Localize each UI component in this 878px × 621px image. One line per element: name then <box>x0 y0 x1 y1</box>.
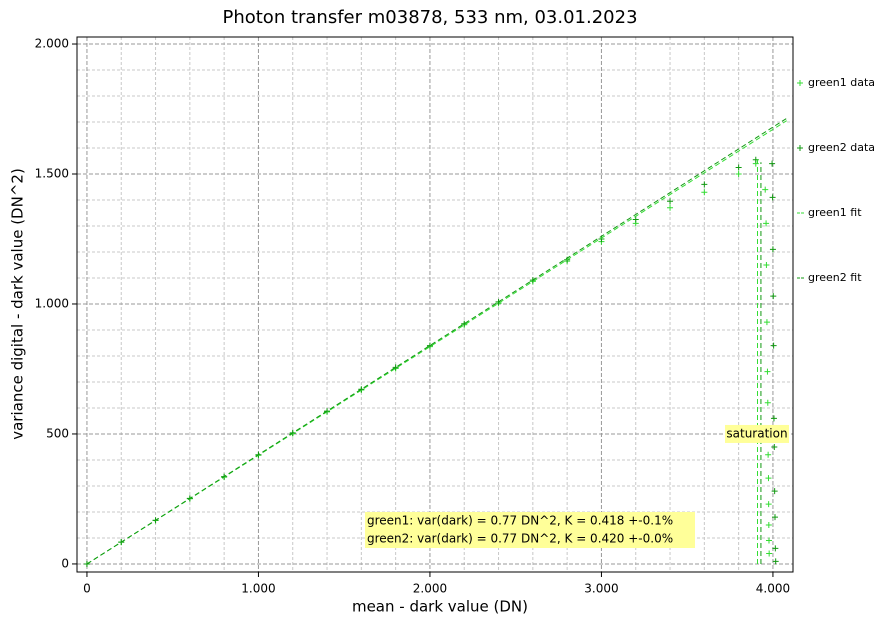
data-point <box>765 475 772 482</box>
x-axis-label: mean - dark value (DN) <box>352 598 528 616</box>
data-point <box>770 342 777 349</box>
y-tick-label: 1.500 <box>35 166 69 180</box>
y-axis-label: variance digital - dark value (DN^2) <box>9 168 27 440</box>
chart-title: Photon transfer m03878, 533 nm, 03.01.20… <box>222 7 637 28</box>
data-point <box>763 261 770 268</box>
data-point <box>632 216 639 223</box>
legend-label: green2 fit <box>808 271 862 284</box>
plot-frame <box>76 36 794 573</box>
saturation-box <box>725 424 789 443</box>
data-point <box>772 558 779 565</box>
data-point <box>392 364 399 371</box>
y-tick-label: 1.000 <box>35 296 69 310</box>
data-point <box>769 194 776 201</box>
data-point <box>701 189 708 196</box>
data-point <box>771 443 778 450</box>
x-tick-label: 1.000 <box>241 582 275 596</box>
y-tick-label: 0 <box>61 556 69 570</box>
plot-area <box>83 117 787 567</box>
data-point <box>770 415 777 422</box>
x-tick-label: 2.000 <box>413 582 447 596</box>
x-tick-label: 0 <box>83 582 91 596</box>
data-point <box>765 537 772 544</box>
data-point <box>667 204 674 211</box>
annotation-box <box>365 512 695 548</box>
x-tick-label: 4.000 <box>756 582 790 596</box>
legend-label: green1 fit <box>808 206 862 219</box>
legend-label: green2 data <box>808 141 875 154</box>
legend-marker <box>797 80 803 86</box>
data-point <box>772 545 779 552</box>
data-point <box>765 521 772 528</box>
data-point <box>762 186 769 193</box>
data-point <box>765 501 772 508</box>
data-point <box>763 319 770 326</box>
data-point <box>766 550 773 557</box>
data-point <box>771 514 778 521</box>
data-point <box>770 293 777 300</box>
legend-marker <box>797 145 803 151</box>
data-point <box>667 198 674 205</box>
data-point <box>701 181 708 188</box>
data-point <box>358 386 365 393</box>
legend-label: green1 data <box>808 76 875 89</box>
y-tick-label: 500 <box>46 426 69 440</box>
y-tick-label: 2.000 <box>35 37 69 51</box>
data-point <box>765 451 772 458</box>
saturation-label: saturation <box>726 426 787 440</box>
data-point <box>769 160 776 167</box>
data-point <box>763 220 770 227</box>
data-point <box>764 399 771 406</box>
data-point <box>764 368 771 375</box>
annotation: green2: var(dark) = 0.77 DN^2, K = 0.420… <box>367 532 673 546</box>
data-point <box>735 171 742 177</box>
annotation: green1: var(dark) = 0.77 DN^2, K = 0.418… <box>367 514 673 528</box>
fit-line <box>86 117 787 565</box>
x-tick-label: 3.000 <box>584 582 618 596</box>
data-point <box>771 488 778 495</box>
data-point <box>598 235 605 242</box>
data-point <box>769 246 776 253</box>
data-point <box>735 164 742 171</box>
